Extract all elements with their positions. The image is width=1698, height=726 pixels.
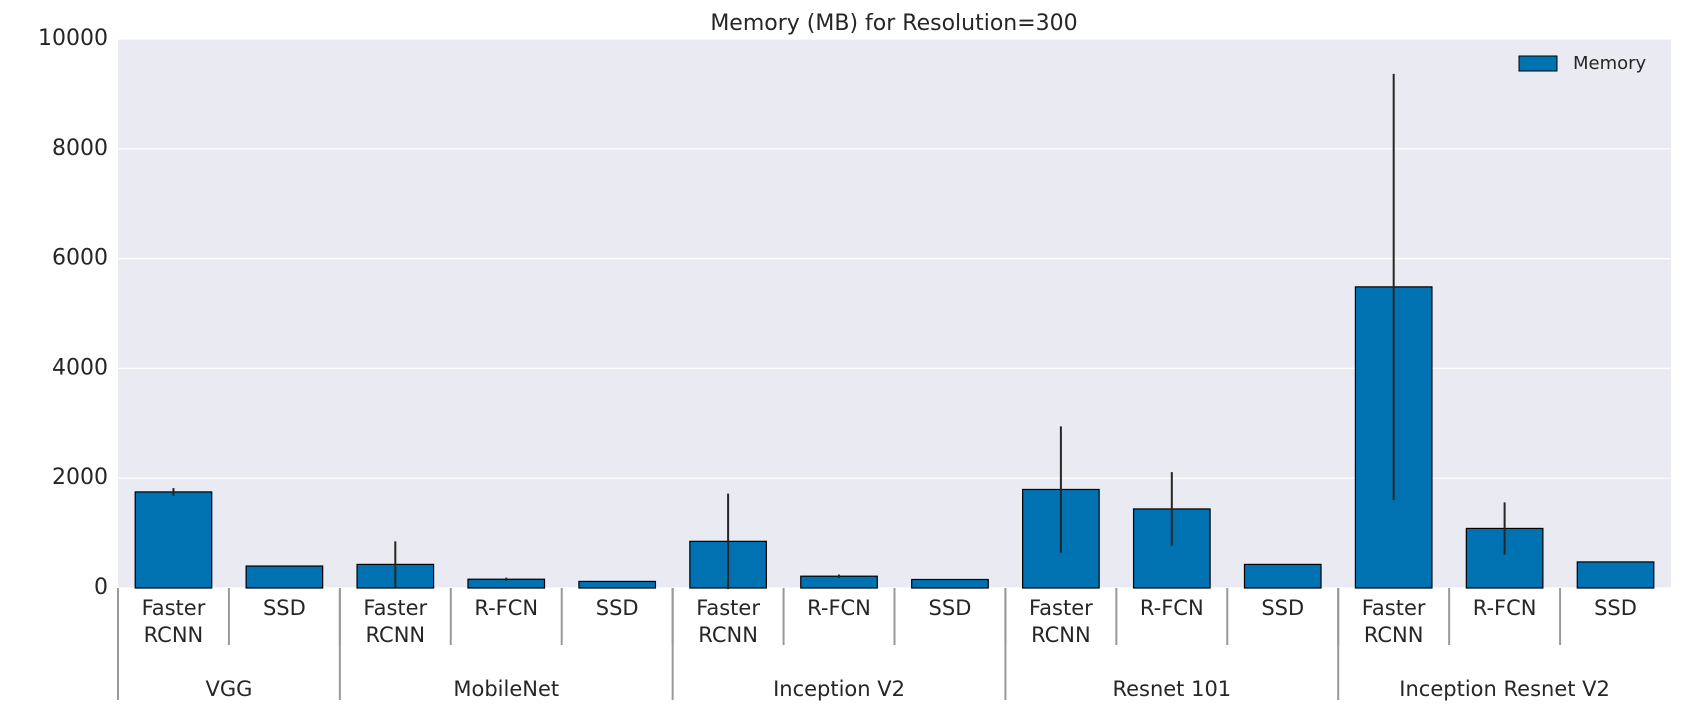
y-tick-label: 2000 — [52, 465, 108, 490]
bar — [1576, 561, 1655, 589]
bar — [245, 565, 324, 589]
group-label: VGG — [205, 677, 253, 701]
group-label: Resnet 101 — [1112, 677, 1232, 701]
x-tick-label: R-FCN — [474, 596, 539, 620]
y-tick-label: 6000 — [52, 246, 108, 271]
x-tick-label: Faster RCNN — [696, 596, 760, 647]
y-tick-label: 0 — [94, 575, 108, 600]
x-tick-label: SSD — [928, 596, 972, 620]
bar — [134, 491, 213, 589]
x-tick-label: Faster RCNN — [1361, 596, 1426, 647]
y-tick-label: 10000 — [38, 26, 108, 51]
y-tick-label: 8000 — [52, 136, 108, 161]
legend-swatch — [1518, 55, 1558, 72]
x-tick-label: R-FCN — [1472, 596, 1537, 620]
x-tick-label: Faster RCNN — [141, 596, 206, 647]
group-label: Inception V2 — [773, 677, 905, 701]
bar — [1243, 563, 1322, 589]
bar — [911, 578, 989, 589]
legend: Memory — [1518, 53, 1647, 74]
plot-background — [118, 39, 1671, 588]
x-tick-label: SSD — [595, 596, 639, 620]
x-tick-label: SSD — [1594, 596, 1637, 620]
x-tick-label: Faster RCNN — [363, 596, 428, 647]
chart-title: Memory (MB) for Resolution=300 — [710, 11, 1077, 36]
y-tick-label: 4000 — [52, 355, 108, 380]
group-label: MobileNet — [453, 677, 560, 701]
bar — [578, 580, 657, 589]
x-tick-label: SSD — [1261, 596, 1305, 620]
group-label: Inception Resnet V2 — [1399, 677, 1610, 701]
x-tick-label: R-FCN — [1139, 596, 1204, 620]
bar — [800, 575, 878, 589]
x-tick-label: Faster RCNN — [1029, 596, 1093, 647]
x-tick-label: R-FCN — [807, 596, 871, 620]
legend-label: Memory — [1573, 53, 1647, 74]
x-tick-label: SSD — [262, 596, 306, 620]
